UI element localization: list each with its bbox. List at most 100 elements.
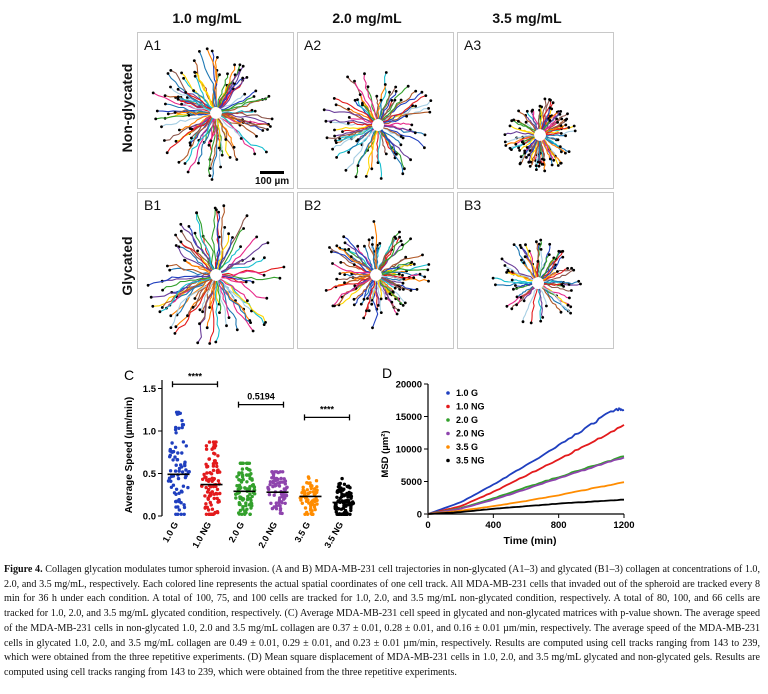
track-end-point xyxy=(174,244,178,247)
track-end-point xyxy=(166,72,170,75)
track-end-point xyxy=(232,145,236,149)
track-end-point xyxy=(540,162,544,166)
track-end-point xyxy=(342,235,346,239)
x-tick-label: 1200 xyxy=(613,520,634,531)
cell-track xyxy=(215,280,222,313)
track-end-point xyxy=(423,133,427,137)
y-tick-label: 10000 xyxy=(396,445,422,456)
track-end-point xyxy=(188,141,192,145)
cell-track xyxy=(218,228,244,271)
data-point xyxy=(267,492,272,497)
data-point xyxy=(244,501,248,505)
track-end-point xyxy=(545,304,548,308)
track-end-point xyxy=(405,114,408,118)
track-end-point xyxy=(353,284,357,288)
cell-track xyxy=(162,276,211,291)
cell-track xyxy=(383,127,425,149)
data-point xyxy=(201,477,205,481)
track-end-point xyxy=(349,255,353,258)
track-end-point xyxy=(343,273,347,276)
cell-track xyxy=(357,246,373,271)
cell-track xyxy=(541,140,551,160)
data-point xyxy=(186,485,190,490)
cell-track xyxy=(186,279,213,316)
track-end-point xyxy=(359,302,363,306)
track-end-point xyxy=(246,299,249,303)
track-end-point xyxy=(370,302,374,306)
data-point xyxy=(283,479,288,483)
track-end-point xyxy=(534,164,538,168)
track-end-point xyxy=(536,260,540,263)
track-end-point xyxy=(169,314,173,318)
track-end-point xyxy=(413,131,417,135)
data-point xyxy=(307,501,311,505)
cell-track xyxy=(493,277,533,284)
cell-track xyxy=(221,266,285,277)
cell-track xyxy=(381,277,404,290)
cell-track xyxy=(165,103,211,114)
data-point xyxy=(180,418,184,423)
panel-d-label: D xyxy=(382,365,392,381)
track-end-point xyxy=(378,242,382,245)
data-point xyxy=(306,491,310,496)
track-end-point xyxy=(538,104,542,108)
track-end-point xyxy=(186,314,189,318)
cell-track xyxy=(539,288,547,307)
data-point xyxy=(271,474,276,479)
trajectory-plot xyxy=(146,204,286,345)
track-end-point xyxy=(391,290,395,293)
cell-track xyxy=(545,124,567,134)
data-point xyxy=(183,462,187,466)
trajectory-plot xyxy=(324,220,431,330)
data-point xyxy=(182,512,186,516)
track-end-point xyxy=(267,94,271,98)
panel-b2: B2 xyxy=(297,192,454,349)
track-end-point xyxy=(180,102,183,106)
cell-track xyxy=(381,263,411,274)
cell-track xyxy=(221,275,254,283)
data-point xyxy=(309,483,313,488)
data-point xyxy=(270,470,274,474)
data-point xyxy=(278,480,283,484)
cell-track xyxy=(518,110,537,132)
track-end-point xyxy=(330,250,333,254)
cell-track xyxy=(525,115,537,131)
cell-track xyxy=(381,99,402,122)
track-end-point xyxy=(282,265,286,269)
cell-track xyxy=(363,73,378,120)
cell-track xyxy=(220,93,246,110)
data-point xyxy=(272,493,276,497)
track-end-point xyxy=(562,285,565,288)
data-point xyxy=(339,507,344,511)
data-point xyxy=(234,492,238,496)
cell-track xyxy=(541,256,564,280)
x-tick-label: 3.5 NG xyxy=(322,520,345,550)
cell-track xyxy=(541,251,560,279)
cell-track xyxy=(378,240,402,271)
column-header-3: 3.5 mg/mL xyxy=(492,10,562,26)
track-end-point xyxy=(250,108,254,112)
track-end-point xyxy=(353,98,357,102)
track-end-point xyxy=(500,257,504,261)
track-end-point xyxy=(333,134,336,138)
cell-track xyxy=(218,69,241,109)
track-end-point xyxy=(399,98,403,102)
data-point xyxy=(235,475,239,479)
track-end-point xyxy=(358,93,362,96)
data-point xyxy=(212,443,216,447)
cell-track xyxy=(206,280,217,328)
cell-track xyxy=(511,286,535,310)
data-point xyxy=(314,479,319,483)
data-point xyxy=(307,476,311,480)
track-end-point xyxy=(363,244,366,248)
speed-scatter-chart: C Average Speed (µm/min) 0.0 0.5 1.0 1.5 **… xyxy=(124,367,356,550)
track-end-point xyxy=(169,85,172,89)
data-point xyxy=(343,493,347,497)
track-end-point xyxy=(557,249,561,253)
data-point xyxy=(241,507,245,511)
cell-track xyxy=(495,282,533,287)
track-end-point xyxy=(166,264,169,268)
track-end-point xyxy=(504,144,508,147)
track-end-point xyxy=(183,162,187,165)
track-end-point xyxy=(401,172,405,176)
